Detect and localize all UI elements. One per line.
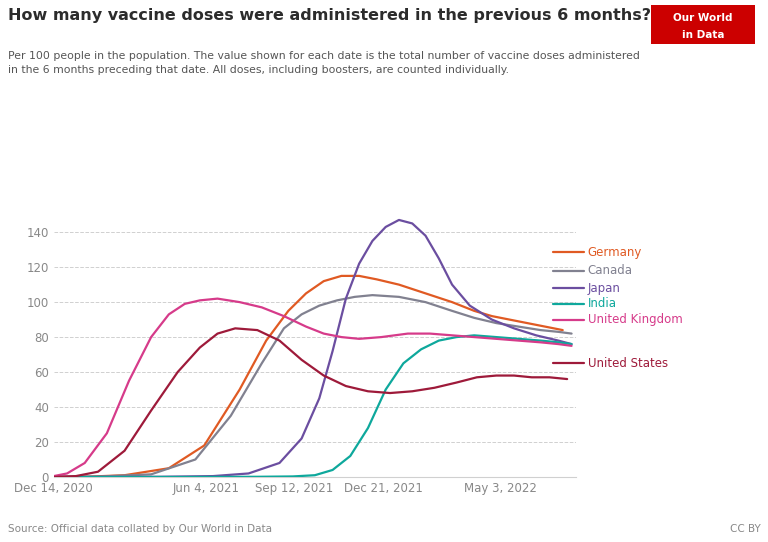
Text: United Kingdom: United Kingdom — [588, 313, 682, 326]
Text: United States: United States — [588, 357, 667, 370]
Text: Canada: Canada — [588, 264, 633, 278]
Text: Per 100 people in the population. The value shown for each date is the total num: Per 100 people in the population. The va… — [8, 51, 640, 75]
Text: How many vaccine doses were administered in the previous 6 months?: How many vaccine doses were administered… — [8, 8, 650, 23]
Text: Our World: Our World — [674, 13, 733, 23]
Text: India: India — [588, 297, 617, 310]
Text: Japan: Japan — [588, 282, 621, 295]
Text: in Data: in Data — [682, 30, 724, 40]
Text: Germany: Germany — [588, 246, 642, 259]
Text: Source: Official data collated by Our World in Data: Source: Official data collated by Our Wo… — [8, 524, 272, 534]
Text: CC BY: CC BY — [730, 524, 760, 534]
